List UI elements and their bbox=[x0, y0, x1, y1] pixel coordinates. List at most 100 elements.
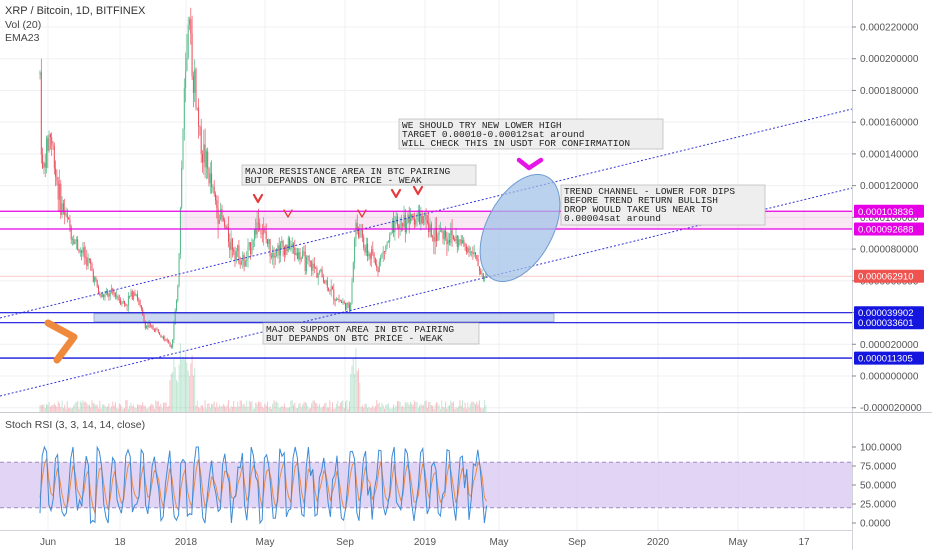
candle-body bbox=[335, 299, 337, 302]
channel-annotation[interactable]: TREND CHANNEL - LOWER FOR DIPS BEFORE TR… bbox=[560, 184, 766, 226]
candle-body bbox=[391, 221, 393, 234]
volume-bar bbox=[135, 408, 137, 412]
volume-bar bbox=[367, 407, 369, 412]
volume-bar bbox=[209, 407, 211, 412]
price-level-badge bbox=[854, 351, 924, 365]
volume-bar bbox=[117, 408, 119, 412]
candle-body bbox=[172, 339, 174, 348]
candle-body bbox=[203, 144, 205, 163]
candle-body bbox=[364, 247, 366, 253]
volume-bar bbox=[152, 404, 154, 412]
target-annotation[interactable]: WE SHOULD TRY NEW LOWER HIGH TARGET 0.00… bbox=[398, 118, 664, 150]
volume-bar bbox=[165, 402, 167, 412]
volume-bar bbox=[268, 407, 270, 412]
candle-body bbox=[163, 336, 164, 339]
volume-bar bbox=[293, 404, 294, 412]
volume-bar bbox=[194, 368, 196, 412]
candle-body bbox=[204, 144, 206, 168]
candle-body bbox=[241, 260, 242, 265]
volume-bar bbox=[83, 401, 85, 412]
candle-body bbox=[374, 258, 376, 265]
volume-bar bbox=[307, 405, 309, 412]
volume-bar bbox=[408, 404, 410, 412]
volume-bar bbox=[368, 406, 370, 412]
volume-bar bbox=[278, 407, 280, 412]
candle-body bbox=[239, 263, 241, 265]
volume-bar bbox=[290, 400, 292, 412]
candle-body bbox=[412, 217, 414, 219]
candle-body bbox=[265, 231, 267, 240]
ema-indicator-label[interactable]: EMA23 bbox=[5, 32, 40, 44]
time-axis[interactable]: Jun 18 2018 May Sep 2019 May Sep 2020 May 17 bbox=[40, 537, 810, 548]
volume-bar bbox=[277, 403, 279, 412]
volume-bar bbox=[374, 406, 376, 412]
candle-body bbox=[465, 246, 467, 253]
volume-bar bbox=[376, 400, 378, 412]
candle-body bbox=[281, 241, 283, 244]
price-level-badge-text: 0.000033601 bbox=[858, 318, 913, 329]
volume-bar bbox=[451, 402, 453, 412]
volume-bar bbox=[412, 404, 414, 412]
candle-body bbox=[52, 143, 54, 147]
volume-bar bbox=[369, 407, 371, 412]
candle-body bbox=[121, 303, 123, 305]
target-line-3: WILL CHECK THIS IN USDT FOR CONFIRMATION bbox=[402, 138, 630, 149]
volume-bar bbox=[390, 408, 392, 412]
support-annotation[interactable]: MAJOR SUPPORT AREA IN BTC PAIRING BUT DE… bbox=[262, 322, 480, 345]
volume-bar bbox=[221, 406, 223, 412]
volume-bar bbox=[202, 405, 203, 412]
volume-bar bbox=[195, 405, 197, 412]
candle-body bbox=[399, 224, 401, 229]
candle-body bbox=[44, 162, 46, 168]
candle-body bbox=[269, 239, 271, 257]
volume-indicator-label[interactable]: Vol (20) bbox=[5, 19, 41, 31]
time-axis-label: 17 bbox=[798, 537, 810, 548]
candle-body bbox=[464, 243, 466, 247]
candle-body bbox=[200, 127, 202, 154]
symbol-title[interactable]: XRP / Bitcoin, 1D, BITFINEX bbox=[5, 5, 146, 17]
candle-body bbox=[192, 76, 194, 93]
volume-bar bbox=[363, 407, 365, 412]
candle-body bbox=[238, 245, 240, 264]
volume-bar bbox=[442, 406, 444, 412]
candle-body bbox=[299, 252, 301, 260]
candle-body bbox=[122, 300, 124, 304]
candle-body bbox=[339, 300, 341, 302]
volume-bar bbox=[480, 407, 482, 412]
volume-bar bbox=[285, 407, 287, 412]
volume-bar bbox=[283, 403, 285, 412]
candle-body bbox=[354, 239, 356, 263]
candle-body bbox=[376, 264, 378, 268]
price-level-badge bbox=[854, 306, 924, 320]
candle-body bbox=[126, 304, 128, 306]
candle-body bbox=[160, 334, 162, 337]
rsi-axis-label: 25.0000 bbox=[860, 500, 897, 511]
candle-body bbox=[378, 261, 380, 273]
volume-bar bbox=[99, 400, 101, 412]
volume-bar bbox=[208, 403, 210, 412]
stoch-rsi-label[interactable]: Stoch RSI (3, 3, 14, 14, close) bbox=[5, 419, 145, 431]
volume-bar bbox=[306, 403, 307, 412]
volume-bar bbox=[289, 407, 291, 412]
price-axis-label: -0.000020000 bbox=[860, 403, 922, 414]
volume-bar bbox=[482, 407, 484, 412]
resistance-annotation[interactable]: MAJOR RESISTANCE AREA IN BTC PAIRING BUT… bbox=[241, 164, 477, 186]
candle-body bbox=[178, 253, 180, 286]
price-axis[interactable]: 0.000220000 0.000200000 0.000180000 0.00016… bbox=[852, 23, 922, 415]
candle-body bbox=[183, 87, 185, 130]
volume-bar bbox=[347, 408, 349, 412]
volume-bar bbox=[42, 404, 44, 412]
rsi-axis[interactable]: 100.0000 75.0000 50.0000 25.0000 0.0000 bbox=[852, 443, 902, 530]
volume-bar bbox=[147, 408, 149, 412]
candle-body bbox=[434, 227, 436, 242]
volume-bar bbox=[361, 405, 363, 412]
candle-body bbox=[100, 294, 102, 298]
volume-bar bbox=[98, 408, 99, 412]
candle-body bbox=[410, 214, 411, 223]
volume-bar bbox=[334, 408, 336, 412]
volume-bar bbox=[348, 401, 350, 412]
candle-body bbox=[309, 260, 311, 262]
candle-body bbox=[426, 220, 428, 223]
volume-bar bbox=[122, 408, 124, 412]
